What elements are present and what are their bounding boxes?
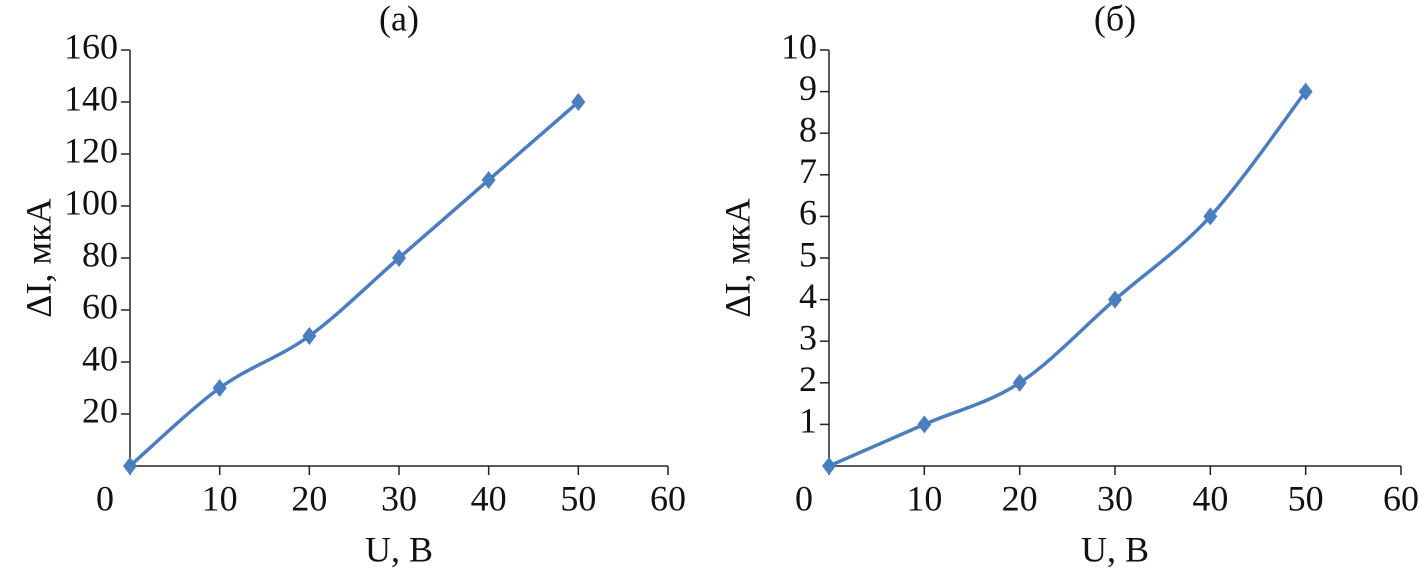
y-tick-label: 6 [799, 193, 817, 233]
data-point [571, 93, 586, 111]
y-tick-label: 1 [799, 401, 817, 441]
y-tick-label: 120 [64, 130, 118, 170]
y-tick-label: 8 [799, 109, 817, 149]
y-tick-label: 3 [799, 317, 817, 357]
chart-title: (а) [379, 0, 419, 38]
y-tick-label: 40 [82, 338, 118, 378]
data-point [392, 249, 406, 267]
data-point [1298, 82, 1313, 101]
x-axis-label: U, В [365, 529, 433, 569]
x-tick-label: 10 [906, 478, 942, 518]
x-tick-label: 60 [1383, 478, 1419, 518]
x-tick-label: 20 [291, 478, 327, 518]
data-point [1012, 373, 1027, 392]
data-point [822, 457, 836, 475]
x-tick-label: 40 [1192, 478, 1228, 518]
x-tick-label: 30 [1097, 478, 1133, 518]
y-tick-label: 9 [799, 68, 817, 108]
y-tick-label: 60 [82, 286, 118, 326]
data-line [828, 90, 1308, 468]
y-tick-label: 5 [799, 234, 817, 274]
data-point [481, 171, 496, 189]
x-tick-label: 0 [96, 478, 114, 518]
y-tick-label: 140 [64, 78, 118, 118]
x-tick-label: 0 [795, 478, 813, 518]
y-tick-label: 7 [799, 151, 817, 191]
x-tick-label: 20 [1002, 478, 1038, 518]
data-point [1203, 207, 1218, 226]
data-point [212, 379, 227, 397]
x-tick-label: 40 [471, 478, 507, 518]
x-tick-label: 50 [560, 478, 596, 518]
data-point [302, 327, 317, 345]
y-axis-label: ΔI, мкА [717, 198, 757, 317]
y-axis-label: ΔI, мкА [18, 198, 58, 317]
chart-title: (б) [1094, 0, 1136, 38]
x-axis-label: U, В [1081, 529, 1149, 569]
x-tick-label: 50 [1288, 478, 1324, 518]
data-point [123, 457, 137, 475]
data-line [128, 100, 580, 468]
data-point [1108, 290, 1122, 309]
x-tick-label: 60 [650, 478, 686, 518]
y-tick-label: 20 [82, 390, 118, 430]
y-tick-label: 10 [781, 26, 817, 66]
x-tick-label: 30 [381, 478, 417, 518]
data-point [917, 415, 932, 434]
x-tick-label: 10 [202, 478, 238, 518]
y-tick-label: 100 [64, 182, 118, 222]
y-tick-label: 2 [799, 359, 817, 399]
y-tick-label: 160 [64, 26, 118, 66]
y-tick-label: 80 [82, 234, 118, 274]
y-tick-label: 4 [799, 276, 817, 316]
